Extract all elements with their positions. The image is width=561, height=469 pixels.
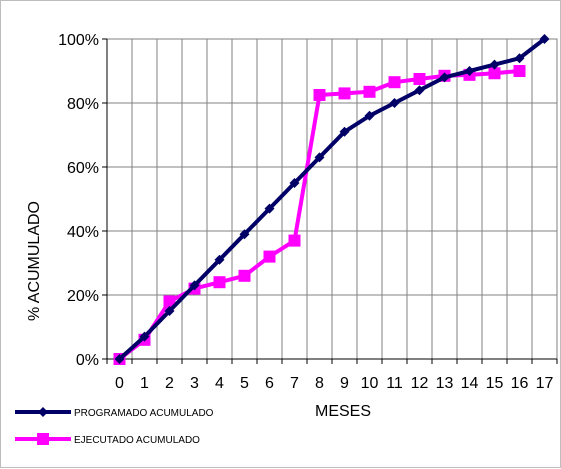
data-point <box>488 67 501 80</box>
x-tick-label: 6 <box>265 375 274 392</box>
x-tick-label: 8 <box>315 375 324 392</box>
x-tick-label: 12 <box>411 375 429 392</box>
y-tick-label: 0% <box>76 352 99 369</box>
x-tick-label: 17 <box>536 375 554 392</box>
x-tick-label: 10 <box>361 375 379 392</box>
legend-label: PROGRAMADO ACUMULADO <box>74 408 214 419</box>
y-tick-label: 100% <box>58 32 99 49</box>
data-point <box>313 89 326 101</box>
y-tick-label: 20% <box>67 288 99 305</box>
data-point <box>314 152 325 163</box>
data-point <box>263 250 276 263</box>
x-tick-label: 2 <box>165 375 174 392</box>
y-tick-label: 40% <box>67 224 99 241</box>
data-point <box>163 295 176 308</box>
x-tick-label: 15 <box>486 375 504 392</box>
x-tick-label: 9 <box>340 375 349 392</box>
data-point <box>289 178 300 188</box>
data-point <box>338 87 351 100</box>
y-tick-labels: 0% 20% 40% 60% 80% 100% <box>58 32 99 369</box>
x-tick-label: 4 <box>215 375 224 392</box>
data-point <box>439 72 450 83</box>
data-point <box>139 331 150 342</box>
data-point <box>389 98 400 108</box>
data-point <box>238 269 251 282</box>
x-tick-label: 0 <box>115 375 124 392</box>
data-point <box>363 85 376 98</box>
data-point <box>464 66 475 76</box>
x-tick-labels: 0 1 2 3 4 5 6 7 8 9 10 11 12 13 14 15 16 17 <box>115 375 553 392</box>
legend-swatch-marker <box>38 407 48 417</box>
x-tick-label: 5 <box>240 375 249 392</box>
x-tick-label: 11 <box>386 375 403 392</box>
x-tick-label: 7 <box>290 375 299 392</box>
data-point <box>214 254 225 265</box>
data-point <box>264 203 275 214</box>
legend-entry: EJECUTADO ACUMULADO <box>15 433 200 446</box>
x-axis-title: MESES <box>315 403 371 420</box>
x-tick-label: 3 <box>190 375 199 392</box>
data-point <box>164 306 175 316</box>
data-point <box>514 53 525 64</box>
grid <box>102 38 558 364</box>
x-tick-label: 1 <box>140 375 149 392</box>
x-tick-label: 16 <box>511 375 529 392</box>
legend-swatch-marker <box>37 433 49 445</box>
data-point <box>114 354 125 364</box>
series-line <box>118 37 546 361</box>
data-point <box>513 65 526 77</box>
data-point <box>388 76 401 89</box>
x-tick-label: 14 <box>461 375 479 392</box>
data-point <box>288 234 301 247</box>
data-point <box>413 73 426 85</box>
legend-label: EJECUTADO ACUMULADO <box>74 435 200 446</box>
data-point <box>364 110 375 121</box>
legend: PROGRAMADO ACUMULADO EJECUTADO ACUMULADO <box>15 407 214 446</box>
data-point <box>489 59 500 70</box>
y-tick-label: 80% <box>67 96 99 113</box>
y-axis-title: % ACUMULADO <box>26 201 43 321</box>
series-programado-acumulado <box>114 34 550 364</box>
data-point <box>414 85 425 96</box>
x-tick-label: 13 <box>436 375 454 392</box>
y-tick-label: 60% <box>67 160 99 177</box>
data-point <box>189 280 200 291</box>
data-point <box>339 126 350 137</box>
data-point <box>539 34 550 44</box>
series-layer <box>113 34 550 365</box>
data-point <box>213 276 226 289</box>
data-point <box>239 229 250 240</box>
legend-entry: PROGRAMADO ACUMULADO <box>15 407 214 419</box>
